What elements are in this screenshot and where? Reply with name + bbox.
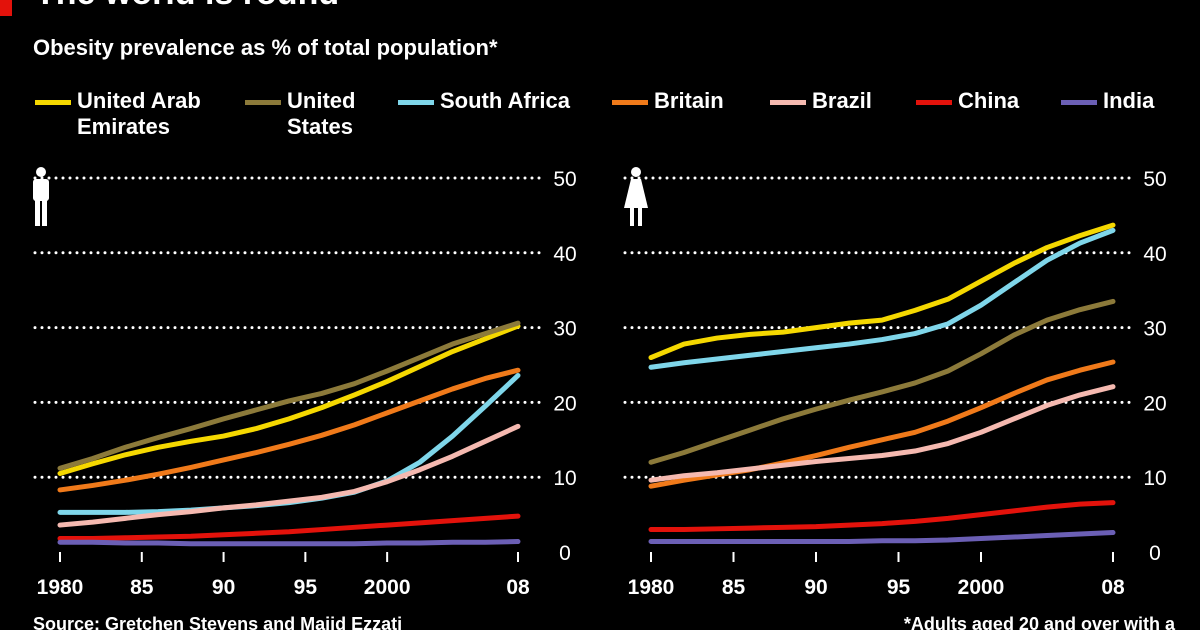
male-icon bbox=[33, 167, 49, 226]
x-tick-label: 90 bbox=[804, 576, 827, 599]
y-tick-label: 20 bbox=[1143, 392, 1166, 415]
x-tick-label: 95 bbox=[294, 576, 318, 599]
female-icon bbox=[624, 167, 648, 226]
series-line bbox=[57, 539, 521, 547]
legend-swatch bbox=[916, 100, 952, 105]
legend-label: United States bbox=[287, 88, 356, 139]
y-tick-label: 50 bbox=[553, 168, 576, 191]
x-tick-label: 85 bbox=[130, 576, 154, 599]
y-tick-label: 10 bbox=[1143, 467, 1166, 490]
x-tick-label: 08 bbox=[506, 576, 530, 599]
legend-label: South Africa bbox=[440, 88, 570, 113]
series-line bbox=[648, 298, 1116, 465]
y-tick-label: 40 bbox=[553, 243, 576, 266]
x-tick-label: 90 bbox=[212, 576, 235, 599]
series-line bbox=[57, 423, 521, 528]
series-line bbox=[648, 530, 1116, 545]
footnote: *Adults aged 20 and over with a bbox=[904, 614, 1176, 630]
legend-swatch bbox=[245, 100, 281, 105]
legend-swatch bbox=[770, 100, 806, 105]
x-tick-label: 2000 bbox=[364, 576, 411, 599]
y-tick-label: 20 bbox=[553, 392, 576, 415]
x-tick-label: 85 bbox=[722, 576, 746, 599]
legend-swatch bbox=[35, 100, 71, 105]
series-line bbox=[57, 320, 521, 471]
x-tick-label: 1980 bbox=[628, 576, 675, 599]
x-tick-label: 95 bbox=[887, 576, 911, 599]
series-line bbox=[57, 323, 521, 476]
legend-label: China bbox=[958, 88, 1020, 113]
source: Source: Gretchen Stevens and Majid Ezzat… bbox=[33, 614, 402, 630]
x-tick-label: 1980 bbox=[37, 576, 84, 599]
legend-swatch bbox=[1061, 100, 1097, 105]
chart-subtitle: Obesity prevalence as % of total populat… bbox=[33, 35, 498, 60]
series-line bbox=[648, 222, 1116, 361]
legend-swatch bbox=[398, 100, 434, 105]
legend-swatch bbox=[612, 100, 648, 105]
legend-label: Britain bbox=[654, 88, 724, 113]
chart-title: The world is round bbox=[35, 0, 339, 12]
y-tick-label: 10 bbox=[553, 467, 576, 490]
brand-bar bbox=[0, 0, 12, 16]
series-line bbox=[648, 500, 1116, 533]
legend-label: India bbox=[1103, 88, 1155, 113]
y-tick-label: 0 bbox=[559, 542, 571, 565]
y-tick-label: 0 bbox=[1149, 542, 1161, 565]
series-line bbox=[648, 227, 1116, 370]
series-line bbox=[57, 513, 521, 542]
legend-label: United Arab Emirates bbox=[77, 88, 201, 139]
y-tick-label: 40 bbox=[1143, 243, 1166, 266]
legend-label: Brazil bbox=[812, 88, 872, 113]
y-tick-label: 30 bbox=[1143, 318, 1166, 341]
x-tick-label: 2000 bbox=[958, 576, 1005, 599]
y-tick-label: 50 bbox=[1143, 168, 1166, 191]
series-line bbox=[57, 367, 521, 493]
x-tick-label: 08 bbox=[1101, 576, 1125, 599]
series-line bbox=[648, 384, 1116, 483]
y-tick-label: 30 bbox=[553, 318, 576, 341]
series-line bbox=[648, 359, 1116, 489]
